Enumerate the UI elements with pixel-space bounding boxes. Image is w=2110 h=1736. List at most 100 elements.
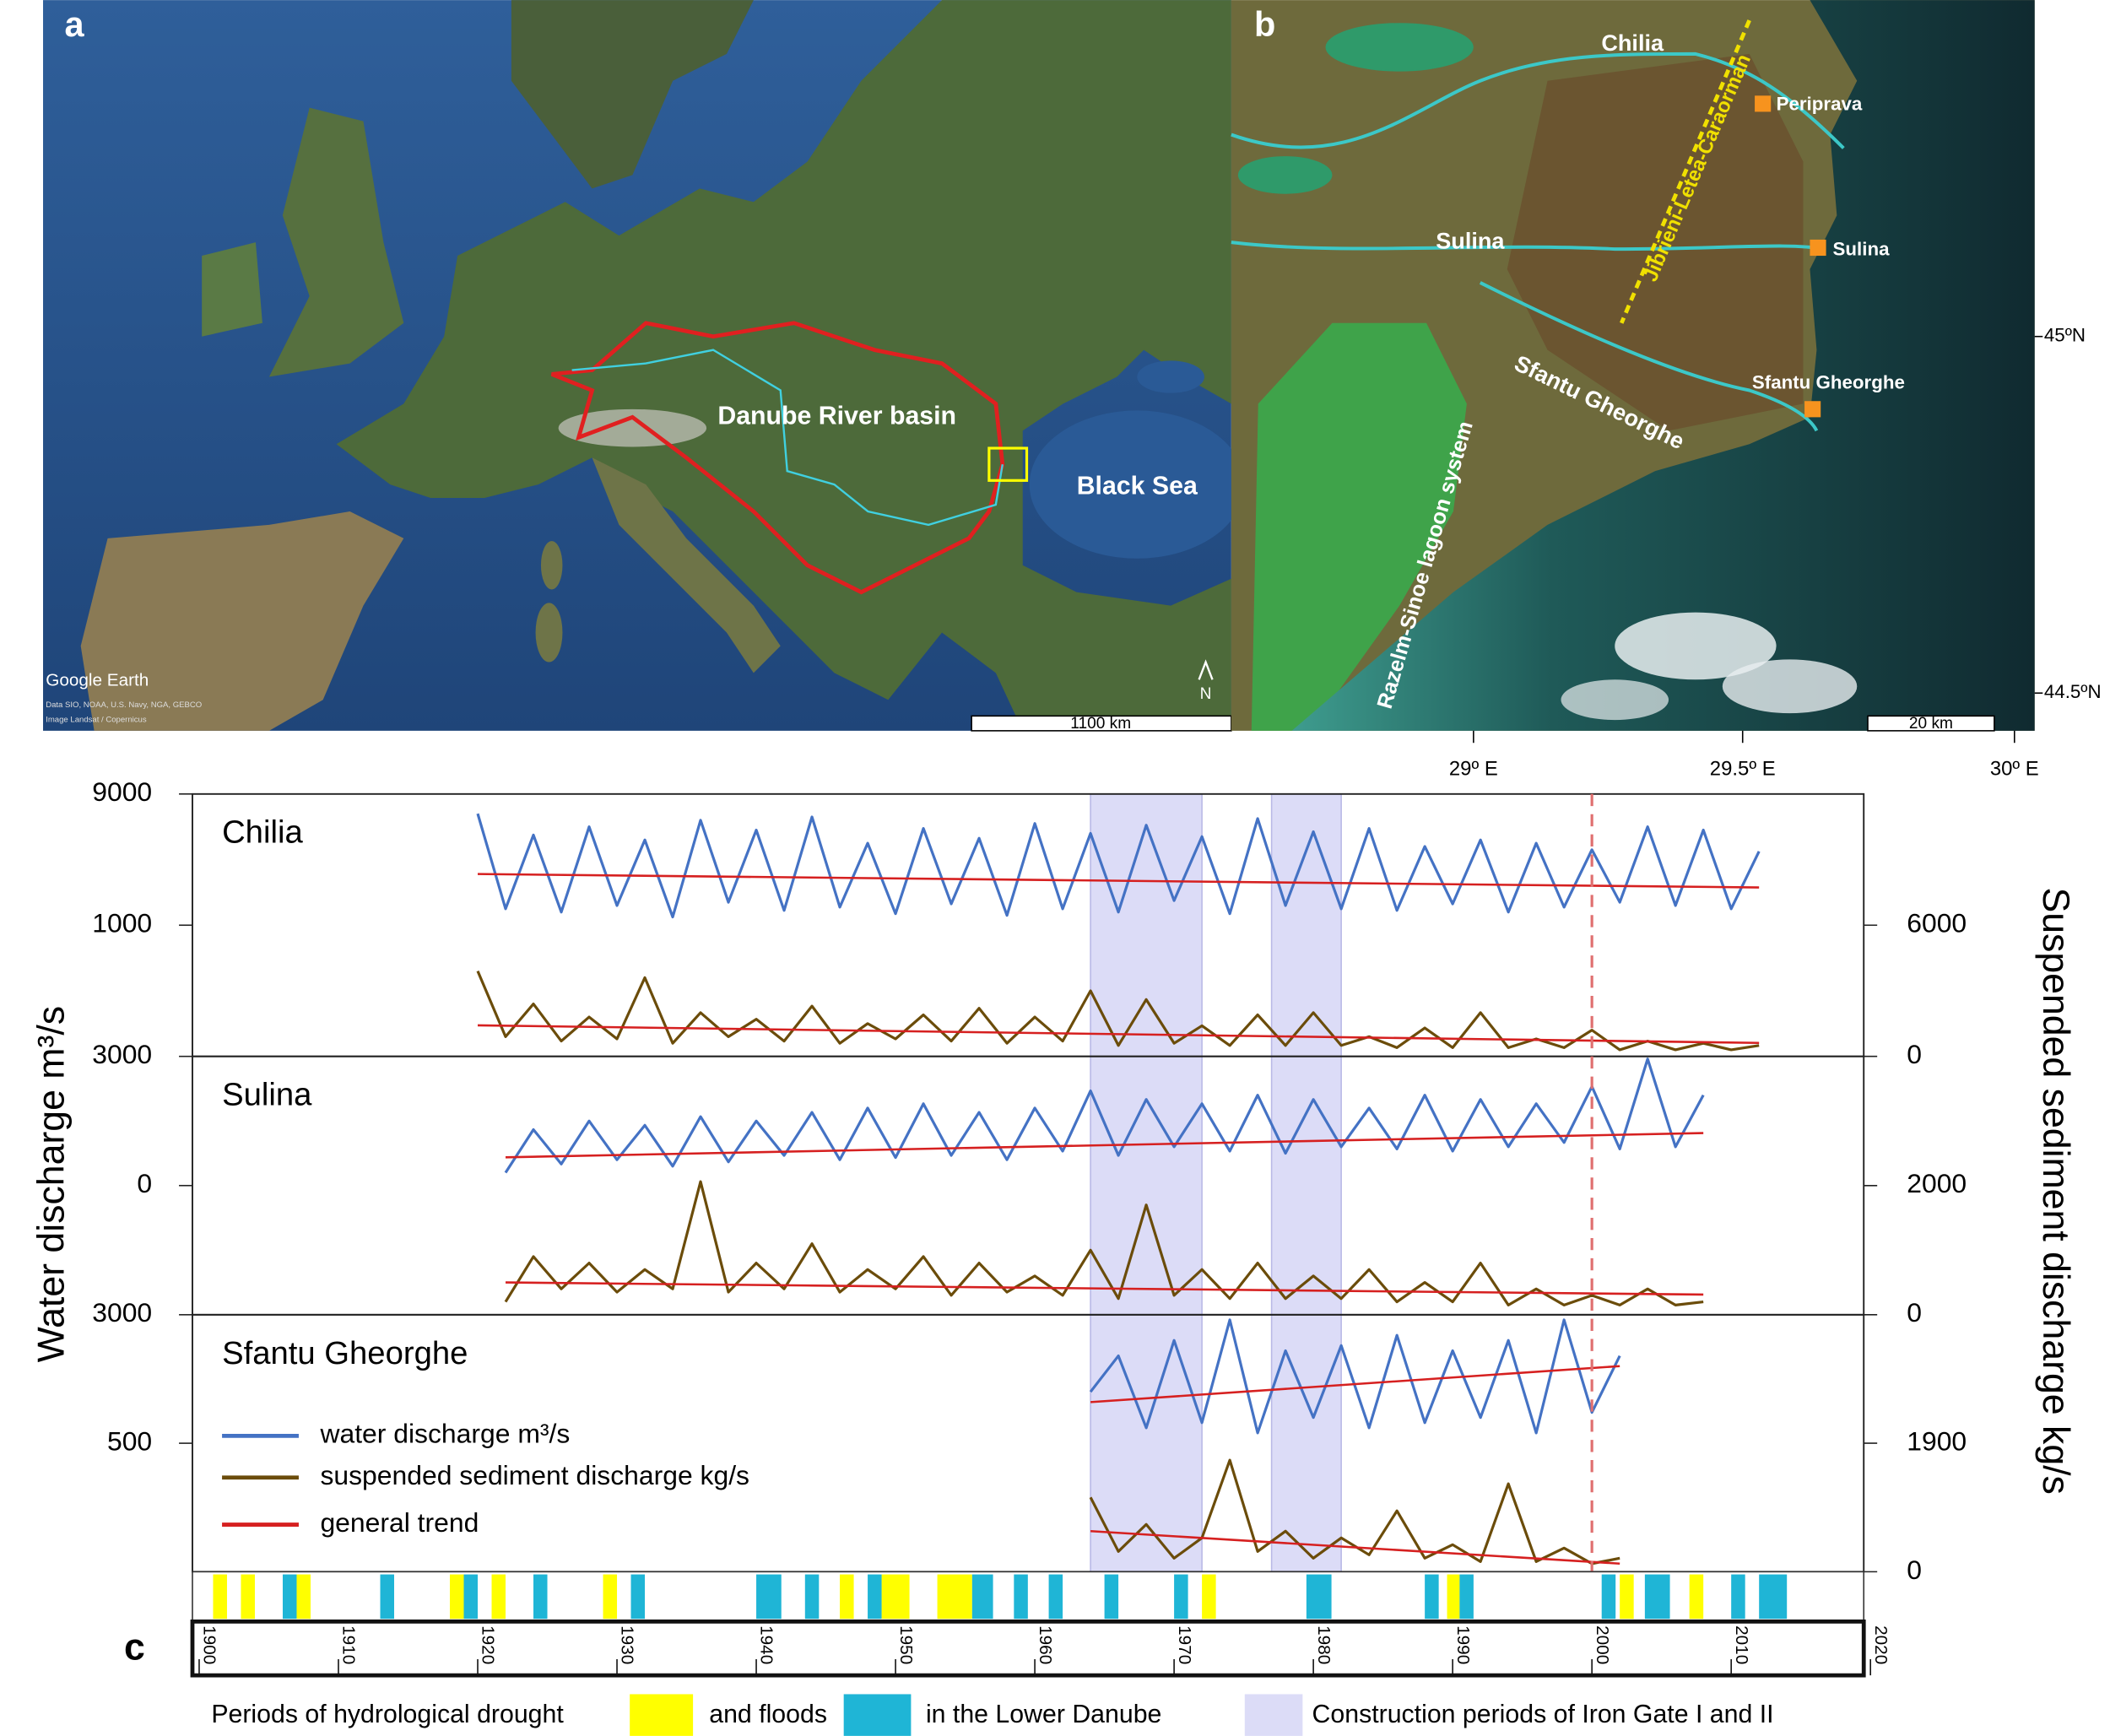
time-axis bbox=[190, 1619, 1866, 1678]
drought-period bbox=[1689, 1574, 1704, 1620]
flood-period bbox=[380, 1574, 394, 1620]
panel-title: Chilia bbox=[222, 814, 303, 851]
panel-label: b bbox=[1254, 4, 1275, 44]
legend-label: and floods bbox=[709, 1701, 827, 1728]
water-line bbox=[504, 1057, 1705, 1174]
flood-period bbox=[868, 1574, 882, 1620]
north-arrow bbox=[1198, 659, 1214, 680]
x-tick-label: 1990 bbox=[1453, 1625, 1473, 1664]
sediment-trend bbox=[505, 1281, 1704, 1296]
lake bbox=[1325, 23, 1474, 72]
water-trend bbox=[505, 1132, 1704, 1159]
basin-outline bbox=[550, 321, 1005, 595]
drought-period bbox=[937, 1574, 972, 1620]
sediment-line bbox=[476, 971, 1760, 1052]
iron-gate-period bbox=[1270, 793, 1342, 1573]
logo: Google Earth bbox=[46, 670, 149, 690]
flood-period bbox=[1644, 1574, 1670, 1620]
y2-tick-label: 1900 bbox=[1907, 1426, 1967, 1457]
sea-label: Black Sea bbox=[1077, 472, 1198, 500]
y2-tick-label: 2000 bbox=[1907, 1168, 1967, 1198]
lon-label: 30º E bbox=[1990, 757, 2039, 780]
x-tick-label: 1960 bbox=[1036, 1625, 1055, 1664]
water-trend bbox=[1090, 1365, 1620, 1403]
credit: Image Landsat / Copernicus bbox=[46, 716, 147, 725]
y2-tick-label: 0 bbox=[1907, 1297, 1922, 1328]
alps bbox=[558, 408, 707, 447]
black-sea bbox=[1029, 410, 1245, 559]
scale-bar bbox=[971, 715, 1232, 732]
x-tick-label: 1940 bbox=[757, 1625, 776, 1664]
britain bbox=[268, 107, 404, 377]
station-label: Sfantu Gheorghe bbox=[1752, 371, 1905, 392]
legend-swatch bbox=[843, 1694, 912, 1736]
x-tick-label: 1920 bbox=[479, 1625, 498, 1664]
flood-period bbox=[1048, 1574, 1063, 1620]
chilia-branch bbox=[1231, 51, 1845, 149]
cloud bbox=[1722, 659, 1858, 714]
x-tick-label: 1970 bbox=[1175, 1625, 1194, 1664]
flood-period bbox=[804, 1574, 820, 1620]
branch-label: Sulina bbox=[1436, 227, 1505, 253]
panel-label: a bbox=[65, 4, 85, 44]
danube-river bbox=[571, 349, 1004, 527]
y-tick-label: 500 bbox=[107, 1426, 152, 1457]
x-tick-label: 2000 bbox=[1593, 1625, 1612, 1664]
y2-axis-label: Suspended sediment discharge kg/s bbox=[2035, 887, 2076, 1494]
y-tick-label: 3000 bbox=[92, 1039, 152, 1069]
x-tick-label: 2010 bbox=[1732, 1625, 1751, 1664]
chart: Chilia 1000 9000 0 6000 Sulina 0 3000 0 2000 Sfant… bbox=[92, 776, 1967, 1736]
legend-swatch bbox=[630, 1694, 694, 1736]
station bbox=[1755, 95, 1772, 112]
flood-period bbox=[1014, 1574, 1028, 1620]
panel-frame bbox=[192, 792, 1865, 1057]
flood-period bbox=[1601, 1574, 1616, 1620]
flood-period bbox=[1425, 1574, 1439, 1620]
sardinia bbox=[535, 603, 563, 662]
flood-period bbox=[1306, 1574, 1332, 1620]
flood-period bbox=[463, 1574, 479, 1620]
x-tick-label: 1950 bbox=[896, 1625, 916, 1664]
water-line bbox=[1089, 1318, 1621, 1435]
flood-period bbox=[282, 1574, 297, 1620]
y-tick-label: 3000 bbox=[92, 1297, 152, 1328]
flood-period bbox=[971, 1574, 993, 1620]
drought-period bbox=[881, 1574, 910, 1620]
station-label: Periprava bbox=[1777, 93, 1863, 114]
italy bbox=[592, 457, 781, 673]
cloud bbox=[1615, 612, 1777, 680]
y2-tick-label: 6000 bbox=[1907, 908, 1967, 938]
flood-period bbox=[1104, 1574, 1119, 1620]
delta bbox=[1507, 53, 1804, 431]
azov-sea bbox=[1137, 360, 1204, 393]
water-trend bbox=[477, 873, 1760, 889]
y-tick-label: 1000 bbox=[92, 908, 152, 938]
scale-bar bbox=[1867, 715, 1995, 732]
drought-period bbox=[450, 1574, 464, 1620]
corsica bbox=[540, 541, 563, 590]
map-a: a Danube River basin Black Sea Google Ea… bbox=[43, 0, 1245, 733]
station-label: Sulina bbox=[1833, 239, 1891, 260]
legend-label: suspended sediment discharge kg/s bbox=[320, 1460, 749, 1490]
legend-label: Construction periods of Iron Gate I and … bbox=[1312, 1701, 1774, 1728]
station bbox=[1810, 239, 1826, 257]
drought-period bbox=[213, 1574, 227, 1620]
lat-label: 44.5ºN bbox=[2044, 681, 2102, 702]
sediment-line bbox=[504, 1180, 1704, 1306]
north-label: N bbox=[1200, 685, 1212, 703]
drought-period bbox=[491, 1574, 506, 1620]
flood-period bbox=[630, 1574, 646, 1620]
y2-tick-label: 0 bbox=[1907, 1039, 1922, 1069]
cloud bbox=[1561, 679, 1669, 721]
lon-label: 29.5º E bbox=[1710, 757, 1776, 780]
sulina-branch bbox=[1231, 241, 1824, 251]
iron-gate-period bbox=[1090, 793, 1203, 1573]
legend-label: Periods of hydrological drought bbox=[211, 1701, 564, 1728]
sea bbox=[1291, 0, 2035, 731]
ireland bbox=[202, 242, 262, 337]
flood-period bbox=[756, 1574, 782, 1620]
x-tick-label: 1900 bbox=[200, 1625, 219, 1664]
flood-period bbox=[1759, 1574, 1788, 1620]
drought-period bbox=[603, 1574, 618, 1620]
lake bbox=[1237, 156, 1333, 194]
